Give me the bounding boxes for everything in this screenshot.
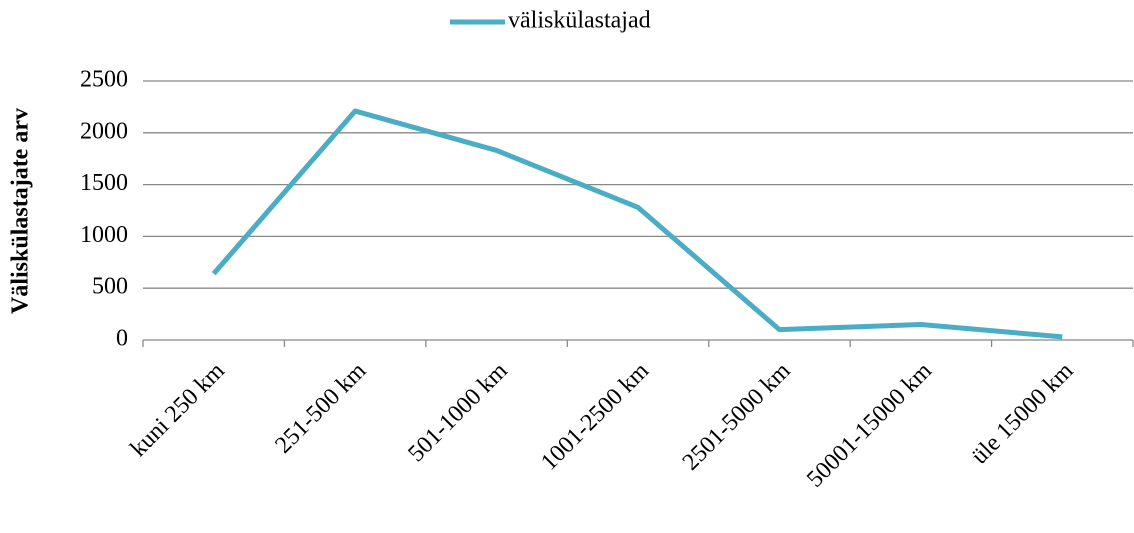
x-tick-label: 501-1000 km <box>403 358 513 468</box>
x-tick-label: 50001-15000 km <box>802 358 937 493</box>
x-tick-label: kuni 250 km <box>126 358 230 462</box>
y-tick-label: 0 <box>116 326 128 352</box>
y-axis-title: Väliskülastajate arv <box>8 108 34 314</box>
legend-label: väliskülastajad <box>508 8 651 34</box>
y-tick-label: 2000 <box>80 118 128 144</box>
x-tick-label: 251-500 km <box>270 358 371 459</box>
x-tick-label: 2501-5000 km <box>678 358 796 476</box>
data-line <box>211 108 1063 340</box>
x-tick-label: üle 15000 km <box>967 358 1079 470</box>
y-tick-label: 2500 <box>80 67 128 93</box>
y-tick-label: 1500 <box>80 170 128 196</box>
y-tick-label: 500 <box>92 274 128 300</box>
y-tick-label: 1000 <box>80 222 128 248</box>
x-tick-label: 1001-2500 km <box>536 358 654 476</box>
